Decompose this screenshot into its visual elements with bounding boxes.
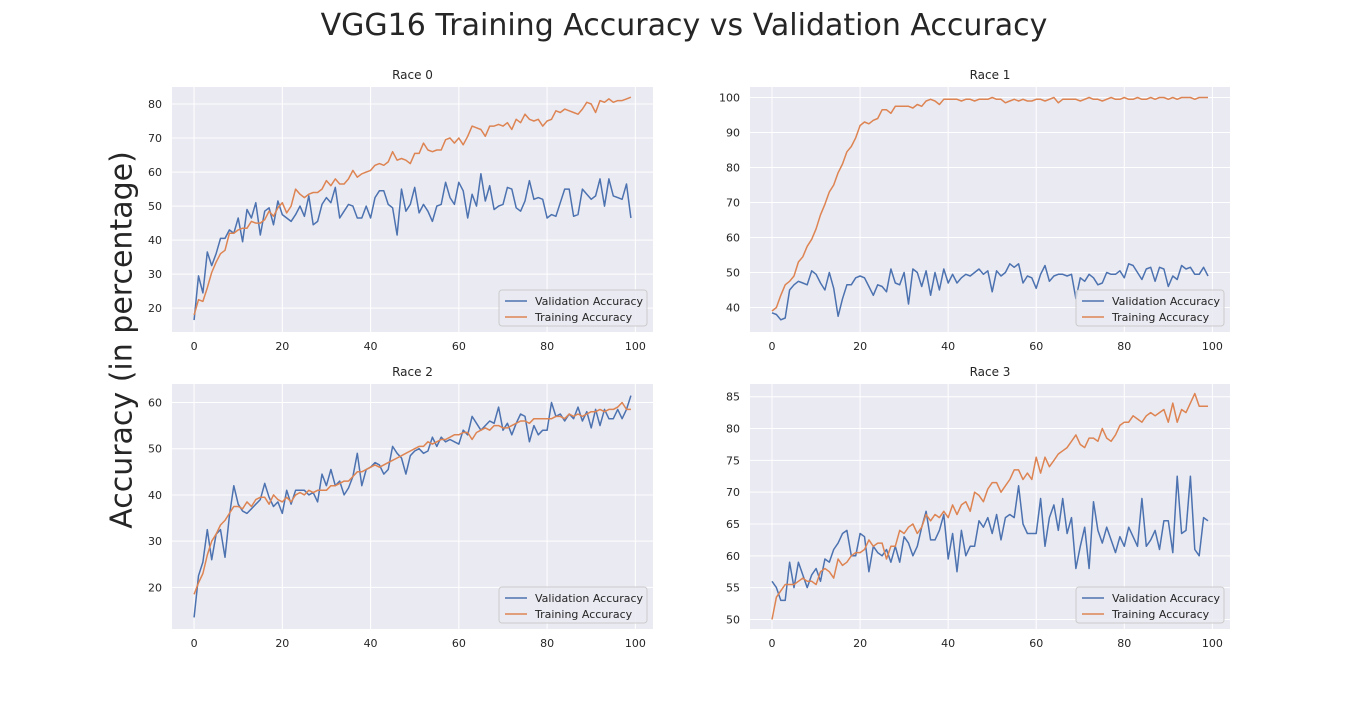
x-tick-label: 80: [1117, 340, 1131, 353]
legend-label-training: Training Accuracy: [534, 311, 633, 324]
y-tick-label: 20: [148, 581, 162, 594]
x-tick-label: 100: [1202, 340, 1223, 353]
y-tick-label: 40: [148, 489, 162, 502]
training-accuracy-line: [193, 401, 631, 595]
y-tick-label: 40: [148, 234, 162, 247]
legend: Validation Accuracy Training Accuracy: [498, 289, 648, 327]
y-tick-label: 90: [726, 127, 740, 140]
y-tick-label: 50: [726, 613, 740, 626]
legend-box: [1075, 289, 1225, 327]
y-tick-label: 30: [148, 268, 162, 281]
legend-label-validation: Validation Accuracy: [1112, 592, 1221, 605]
y-tick-label: 70: [726, 197, 740, 210]
y-tick-label: 55: [726, 582, 740, 595]
validation-accuracy-line: [193, 395, 632, 618]
y-tick-label: 80: [726, 162, 740, 175]
legend-label-validation: Validation Accuracy: [535, 295, 644, 308]
x-tick-label: 100: [625, 637, 646, 650]
x-tick-label: 20: [275, 637, 289, 650]
legend: Validation Accuracy Training Accuracy: [1075, 586, 1225, 624]
y-tick-label: 30: [148, 535, 162, 548]
x-tick-label: 60: [452, 340, 466, 353]
x-tick-label: 100: [1202, 637, 1223, 650]
subplot-race-3: 0 20 40 60 80 100 50 55 60 65 70 75 80 85 Race 3 Valida…: [726, 365, 1230, 650]
y-tick-label: 60: [148, 166, 162, 179]
subplot-title: Race 3: [970, 365, 1011, 379]
y-tick-label: 65: [726, 518, 740, 531]
x-tick-label: 80: [540, 340, 554, 353]
subplot-race-1: 0 20 40 60 80 100 40 50 60 70 80 90 100 Race 1 Validat…: [719, 68, 1230, 353]
y-tick-label: 50: [148, 443, 162, 456]
training-accuracy-line: [771, 96, 1208, 312]
x-tick-label: 0: [769, 637, 776, 650]
x-tick-label: 40: [941, 637, 955, 650]
x-tick-label: 0: [191, 340, 198, 353]
x-tick-label: 20: [853, 340, 867, 353]
x-tick-label: 20: [275, 340, 289, 353]
training-accuracy-line: [193, 96, 632, 316]
y-tick-label: 70: [148, 132, 162, 145]
validation-accuracy-line: [193, 173, 632, 321]
subplot-title: Race 2: [392, 365, 433, 379]
x-tick-label: 80: [540, 637, 554, 650]
legend: Validation Accuracy Training Accuracy: [498, 586, 648, 624]
legend: Validation Accuracy Training Accuracy: [1075, 289, 1225, 327]
legend-label-validation: Validation Accuracy: [535, 592, 644, 605]
y-tick-label: 50: [148, 200, 162, 213]
y-tick-label: 40: [726, 302, 740, 315]
subplot-race-0: 0 20 40 60 80 100 20 30 40 50 60 70 80 Race 0 Validati…: [148, 68, 653, 353]
x-tick-label: 60: [1029, 340, 1043, 353]
y-tick-label: 100: [719, 92, 740, 105]
y-tick-label: 60: [726, 550, 740, 563]
y-tick-label: 50: [726, 267, 740, 280]
legend-label-validation: Validation Accuracy: [1112, 295, 1221, 308]
x-tick-label: 0: [191, 637, 198, 650]
y-tick-label: 80: [726, 423, 740, 436]
x-tick-label: 60: [452, 637, 466, 650]
y-tick-label: 60: [726, 232, 740, 245]
y-tick-label: 85: [726, 391, 740, 404]
legend-label-training: Training Accuracy: [1111, 608, 1210, 621]
legend-box: [498, 289, 648, 327]
legend-label-training: Training Accuracy: [534, 608, 633, 621]
legend-box: [498, 586, 648, 624]
subplot-race-2: 0 20 40 60 80 100 20 30 40 50 60 Race 2 Validation A…: [148, 365, 653, 650]
y-tick-label: 80: [148, 98, 162, 111]
x-tick-label: 40: [941, 340, 955, 353]
x-tick-label: 80: [1117, 637, 1131, 650]
training-accuracy-line: [771, 392, 1208, 620]
y-tick-label: 60: [148, 396, 162, 409]
x-tick-label: 40: [364, 637, 378, 650]
validation-accuracy-line: [771, 263, 1209, 321]
legend-label-training: Training Accuracy: [1111, 311, 1210, 324]
x-tick-label: 40: [364, 340, 378, 353]
validation-accuracy-line: [771, 475, 1209, 602]
subplot-title: Race 0: [392, 68, 433, 82]
x-tick-label: 60: [1029, 637, 1043, 650]
figure-title: VGG16 Training Accuracy vs Validation Ac…: [320, 8, 1048, 43]
subplot-title: Race 1: [970, 68, 1011, 82]
y-tick-label: 20: [148, 302, 162, 315]
x-tick-label: 20: [853, 637, 867, 650]
y-tick-label: 75: [726, 454, 740, 467]
x-tick-label: 0: [769, 340, 776, 353]
legend-box: [1075, 586, 1225, 624]
x-tick-label: 100: [625, 340, 646, 353]
y-tick-label: 70: [726, 486, 740, 499]
